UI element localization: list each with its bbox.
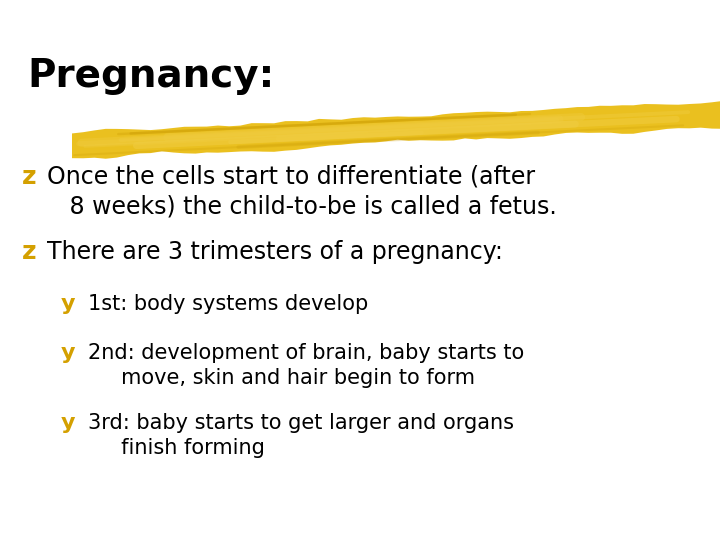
Text: Pregnancy:: Pregnancy: [27, 57, 274, 94]
Polygon shape [72, 100, 720, 159]
Text: 3rd: baby starts to get larger and organs
     finish forming: 3rd: baby starts to get larger and organ… [88, 413, 514, 458]
Text: y: y [61, 343, 76, 363]
Text: Once the cells start to differentiate (after
   8 weeks) the child-to-be is call: Once the cells start to differentiate (a… [47, 165, 557, 218]
Text: 1st: body systems develop: 1st: body systems develop [88, 294, 368, 314]
Text: There are 3 trimesters of a pregnancy:: There are 3 trimesters of a pregnancy: [47, 240, 503, 264]
Text: z: z [22, 240, 36, 264]
Text: y: y [61, 294, 76, 314]
Text: 2nd: development of brain, baby starts to
     move, skin and hair begin to form: 2nd: development of brain, baby starts t… [88, 343, 524, 388]
Text: y: y [61, 413, 76, 433]
Text: z: z [22, 165, 36, 188]
